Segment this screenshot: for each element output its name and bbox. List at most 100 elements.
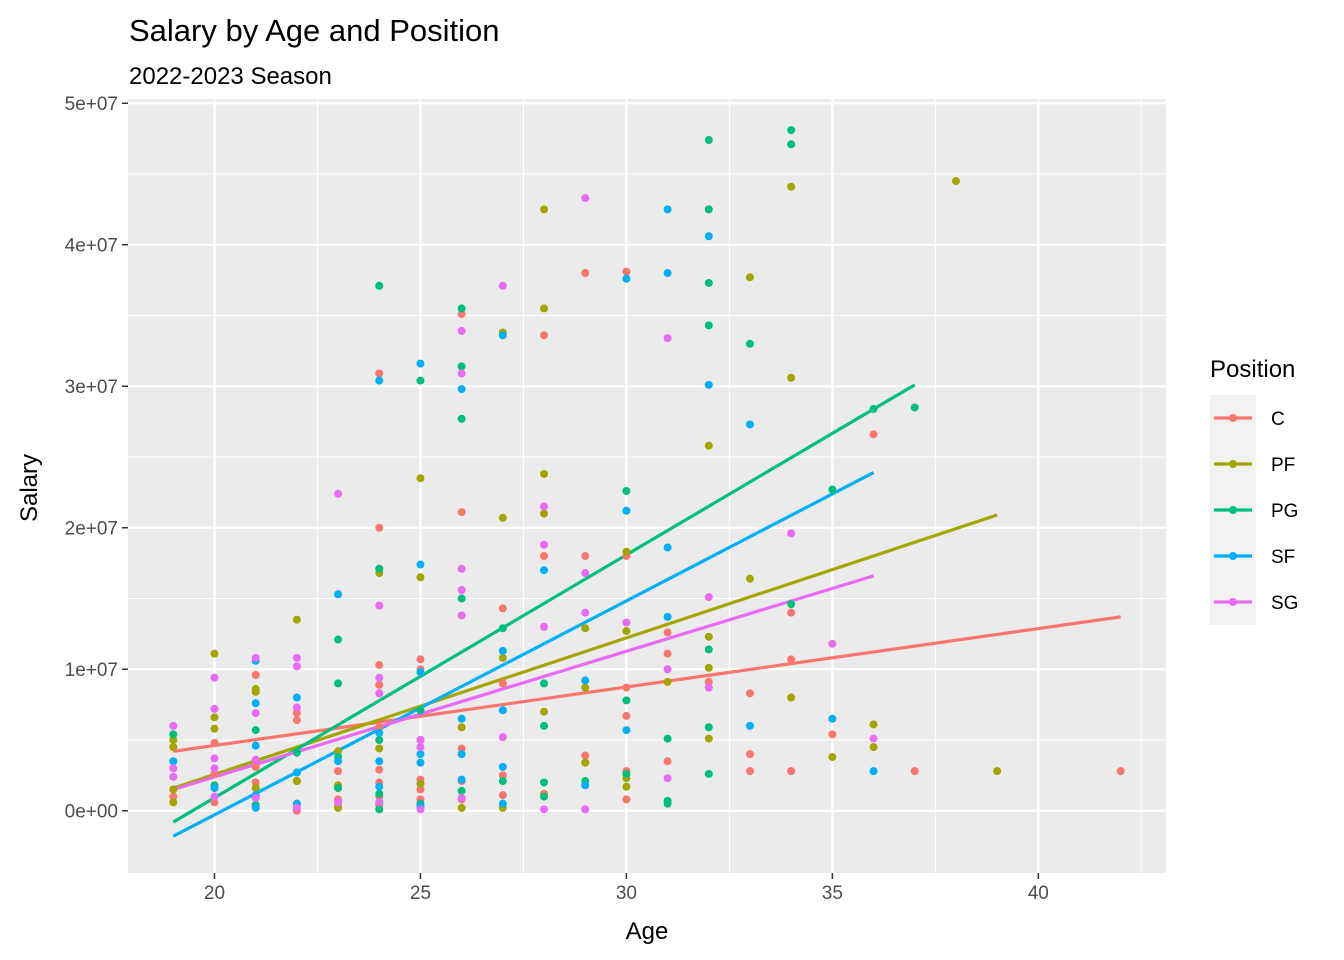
point-pf	[540, 205, 549, 214]
point-c	[581, 751, 590, 760]
legend-label-pg: PG	[1271, 501, 1298, 522]
y-axis-title: Salary	[16, 454, 43, 522]
minor-gridlines	[128, 99, 1166, 873]
point-c	[1116, 767, 1125, 776]
point-sg	[498, 733, 507, 742]
point-c	[498, 771, 507, 780]
point-c	[787, 767, 796, 776]
point-c	[498, 791, 507, 800]
point-c	[375, 765, 384, 774]
point-sg	[663, 774, 672, 783]
point-c	[540, 552, 549, 561]
point-sg	[663, 334, 672, 343]
point-pf	[292, 615, 301, 624]
point-pg	[704, 769, 713, 778]
point-c	[663, 649, 672, 658]
point-c	[457, 744, 466, 753]
chart-subtitle: 2022-2023 Season	[129, 63, 332, 90]
point-pf	[663, 677, 672, 686]
point-c	[210, 738, 219, 747]
point-sg	[540, 805, 549, 814]
point-pg	[622, 769, 631, 778]
point-pg	[334, 635, 343, 644]
point-sg	[540, 540, 549, 549]
point-pg	[828, 485, 837, 494]
point-pg	[375, 281, 384, 290]
point-sf	[457, 385, 466, 394]
point-pg	[292, 748, 301, 757]
point-pg	[334, 784, 343, 793]
point-pf	[869, 743, 878, 752]
point-c	[622, 711, 631, 720]
point-pf	[704, 734, 713, 743]
point-pf	[869, 720, 878, 729]
point-sf	[745, 420, 754, 429]
point-pf	[951, 177, 960, 186]
point-pf	[251, 687, 260, 696]
point-sg	[457, 611, 466, 620]
point-sg	[169, 772, 178, 781]
point-c	[416, 655, 425, 664]
point-sg	[869, 734, 878, 743]
point-pg	[334, 679, 343, 688]
legend-title: Position	[1210, 356, 1295, 383]
point-c	[210, 769, 219, 778]
point-c	[210, 798, 219, 807]
point-sg	[375, 673, 384, 682]
point-sg	[498, 281, 507, 290]
point-sg	[457, 327, 466, 336]
point-pf	[169, 785, 178, 794]
point-c	[581, 269, 590, 278]
x-tick-label: 40	[1028, 883, 1049, 904]
point-c	[169, 792, 178, 801]
point-pf	[540, 304, 549, 313]
point-pf	[457, 803, 466, 812]
point-sg	[210, 792, 219, 801]
point-sg	[581, 569, 590, 578]
point-sf	[251, 741, 260, 750]
point-sg	[334, 798, 343, 807]
point-sg	[169, 721, 178, 730]
point-pg	[704, 723, 713, 732]
point-c	[869, 430, 878, 439]
axis-ticks	[122, 102, 1040, 879]
point-pg	[416, 706, 425, 715]
point-sf	[663, 612, 672, 621]
point-c	[292, 716, 301, 725]
point-pf	[498, 653, 507, 662]
point-sg	[292, 662, 301, 671]
point-pg	[498, 624, 507, 633]
point-pg	[457, 304, 466, 313]
point-pg	[457, 362, 466, 371]
point-c	[828, 730, 837, 739]
point-sf	[416, 359, 425, 368]
point-sg	[704, 683, 713, 692]
point-sf	[334, 757, 343, 766]
point-sf	[498, 706, 507, 715]
legend-dot-sg	[1229, 598, 1237, 606]
trend-line-sg	[172, 574, 875, 792]
point-sf	[498, 762, 507, 771]
point-pf	[169, 735, 178, 744]
trend-line-sf	[172, 471, 875, 838]
point-pg	[622, 486, 631, 495]
point-sf	[581, 676, 590, 685]
point-pf	[704, 663, 713, 672]
x-tick-label: 35	[822, 883, 843, 904]
point-c	[292, 709, 301, 718]
point-pf	[416, 779, 425, 788]
point-sf	[869, 767, 878, 776]
point-pg	[457, 786, 466, 795]
point-sg	[457, 369, 466, 378]
point-sf	[375, 376, 384, 385]
point-sf	[457, 775, 466, 784]
point-sg	[457, 794, 466, 803]
point-sf	[622, 726, 631, 735]
point-c	[704, 677, 713, 686]
point-pf	[540, 469, 549, 478]
point-c	[581, 552, 590, 561]
point-pg	[375, 735, 384, 744]
point-sg	[292, 703, 301, 712]
point-pg	[540, 679, 549, 688]
point-pf	[581, 683, 590, 692]
